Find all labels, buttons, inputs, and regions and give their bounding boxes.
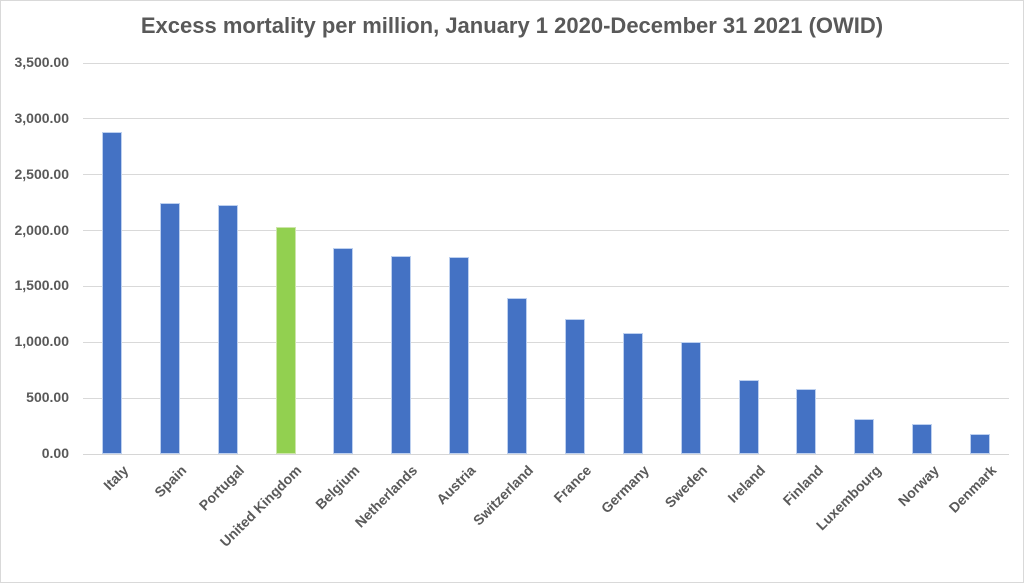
gridline-2000 [83,230,1009,232]
x-tick-label-italy: Italy [100,462,132,494]
x-tick-label-belgium: Belgium [312,462,363,513]
gridline-500 [83,397,1009,399]
bar-netherlands [391,256,412,454]
x-tick-label-portugal: Portugal [195,462,248,514]
x-tick-label-ireland: Ireland [724,462,768,506]
y-tick-label-1000: 1,000.00 [14,333,70,350]
gridline-1000 [83,341,1009,343]
x-tick-label-spain: Spain [150,462,190,501]
bar-ireland [738,379,759,454]
bar-belgium [333,248,354,454]
bar-italy [101,132,122,454]
x-tick-label-norway: Norway [894,462,942,510]
y-tick-label-2000: 2,000.00 [14,221,70,238]
bar-sweden [680,342,701,454]
bar-spain [159,202,180,454]
gridline-3000 [83,118,1009,120]
x-tick-label-switzerland: Switzerland [470,462,537,529]
x-tick-label-france: France [550,462,595,506]
bar-portugal [217,204,238,454]
x-tick-label-finland: Finland [779,462,826,509]
bar-switzerland [507,297,528,454]
x-axis-line [83,453,1009,455]
bar-norway [912,423,933,454]
bar-finland [796,389,817,454]
gridline-2500 [83,174,1009,176]
x-tick-label-denmark: Denmark [945,462,1000,516]
gridline-3500 [83,62,1009,64]
gridline-1500 [83,285,1009,287]
x-tick-label-germany: Germany [597,462,653,517]
y-tick-label-1500: 1,500.00 [14,277,70,294]
bar-denmark [970,433,991,454]
bar-luxembourg [854,419,875,454]
bar-united-kingdom [275,227,296,454]
y-tick-label-2500: 2,500.00 [14,165,70,182]
bar-austria [449,257,470,454]
x-tick-label-austria: Austria [433,462,479,508]
bar-france [564,318,585,454]
y-tick-label-3500: 3,500.00 [14,54,70,70]
y-tick-label-3000: 3,000.00 [14,109,70,126]
x-tick-label-sweden: Sweden [661,462,711,511]
y-tick-label-0: 0.00 [41,445,69,461]
bar-germany [622,333,643,454]
chart-title: Excess mortality per million, January 1 … [140,13,884,38]
y-tick-label-500: 500.00 [26,389,69,406]
